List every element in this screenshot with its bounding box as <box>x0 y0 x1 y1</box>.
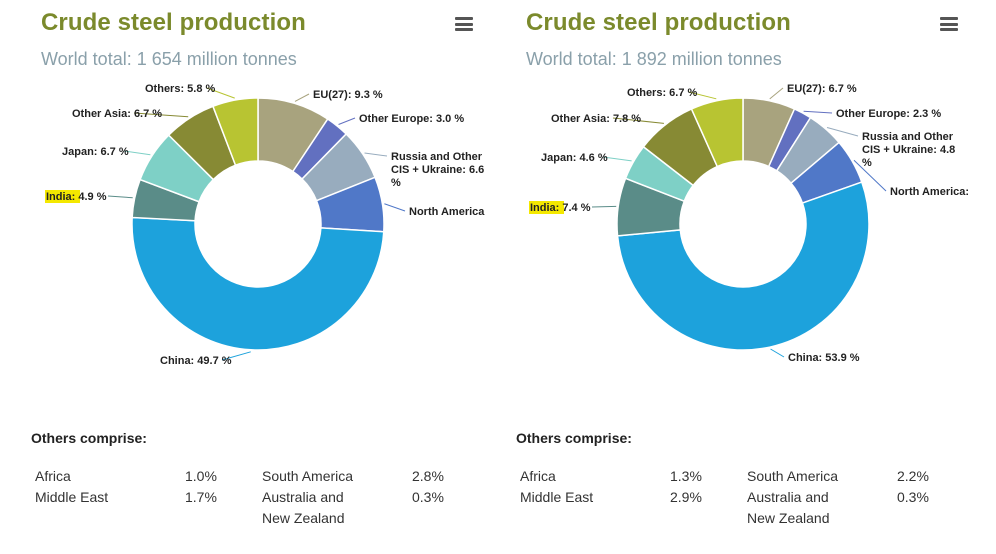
slice-label: China: 49.7 % <box>160 355 232 367</box>
others-heading: Others comprise: <box>516 430 632 446</box>
label-connector <box>294 93 310 102</box>
slice-label: North America <box>409 206 485 218</box>
chart-subtitle: World total: 1 892 million tonnes <box>526 49 782 69</box>
others-name: Africa <box>35 468 71 484</box>
slice-label: Russia and Other <box>391 151 483 163</box>
label-connector <box>826 126 859 137</box>
slice-label: China: 53.9 % <box>788 352 860 364</box>
others-name: South America <box>262 468 354 484</box>
others-name: Middle East <box>35 489 109 505</box>
label-connector <box>133 112 189 118</box>
label-connector <box>364 152 388 157</box>
label-connector <box>688 91 717 100</box>
others-value: 1.3% <box>670 468 702 484</box>
label-connector <box>803 110 833 114</box>
chart-title: Crude steel production <box>41 9 306 36</box>
hamburger-menu-icon[interactable] <box>455 17 473 31</box>
hamburger-menu-icon[interactable] <box>940 17 958 31</box>
label-connector <box>221 351 251 361</box>
label-connector <box>384 203 406 212</box>
label-connector <box>612 117 664 124</box>
others-value: 0.3% <box>412 489 444 505</box>
others-value: 0.3% <box>897 489 929 505</box>
slice-label: Others: 5.8 % <box>145 83 216 95</box>
slice-label: CIS + Ukraine: 6.6 <box>391 164 484 176</box>
label-connector <box>338 117 356 125</box>
others-value: 1.0% <box>185 468 217 484</box>
slice-label: % <box>862 157 872 169</box>
others-name: Middle East <box>520 489 594 505</box>
slice-label: India: 7.4 % <box>530 202 591 214</box>
label-connector <box>853 159 887 192</box>
slice-label: Japan: 6.7 % <box>62 146 129 158</box>
chart-panel-1: Crude steel production World total: 1 65… <box>0 0 485 554</box>
others-name: Australia and New Zealand <box>262 489 345 526</box>
chart-subtitle: World total: 1 654 million tonnes <box>41 49 297 69</box>
label-connector <box>123 150 151 156</box>
label-connector <box>107 195 133 199</box>
slice-label: Other Europe: 3.0 % <box>359 113 464 125</box>
slice-label: % <box>391 177 401 189</box>
others-value: 2.8% <box>412 468 444 484</box>
label-connector <box>591 205 617 208</box>
others-value: 2.9% <box>670 489 702 505</box>
others-value: 2.2% <box>897 468 929 484</box>
pie-slice[interactable] <box>131 216 385 351</box>
chart-title: Crude steel production <box>526 9 791 36</box>
label-connector <box>769 87 784 100</box>
slice-label: North America: <box>890 186 969 198</box>
label-connector <box>206 87 235 99</box>
slice-label: Other Asia: 6.7 % <box>72 108 162 120</box>
label-highlight <box>45 190 80 203</box>
label-connector <box>602 156 632 162</box>
label-highlight <box>529 201 564 214</box>
others-heading: Others comprise: <box>31 430 147 446</box>
slice-label: India: 4.9 % <box>46 191 107 203</box>
others-name: Australia and New Zealand <box>747 489 830 526</box>
slice-label: Other Asia: 7.8 % <box>551 113 641 125</box>
slice-label: Others: 6.7 % <box>627 87 698 99</box>
pie-slice[interactable] <box>690 97 744 168</box>
pie-slice[interactable] <box>616 181 870 351</box>
slice-label: Other Europe: 2.3 % <box>836 108 941 120</box>
others-name: Africa <box>520 468 556 484</box>
slice-label: EU(27): 9.3 % <box>313 89 383 101</box>
slice-label: CIS + Ukraine: 4.8 <box>862 144 955 156</box>
slice-label: Japan: 4.6 % <box>541 152 608 164</box>
others-value: 1.7% <box>185 489 217 505</box>
slice-label: EU(27): 6.7 % <box>787 83 857 95</box>
slice-label: Russia and Other <box>862 131 954 143</box>
donut-chart-1: EU(27): 9.3 % Other Europe: 3.0 % Russia a… <box>45 83 485 367</box>
others-name: South America <box>747 468 839 484</box>
donut-chart-2: EU(27): 6.7 % Other Europe: 2.3 % Russia a… <box>529 83 969 364</box>
pie-slice[interactable] <box>211 97 259 167</box>
chart-panel-2: Crude steel production World total: 1 89… <box>485 0 970 554</box>
label-connector <box>770 348 785 358</box>
